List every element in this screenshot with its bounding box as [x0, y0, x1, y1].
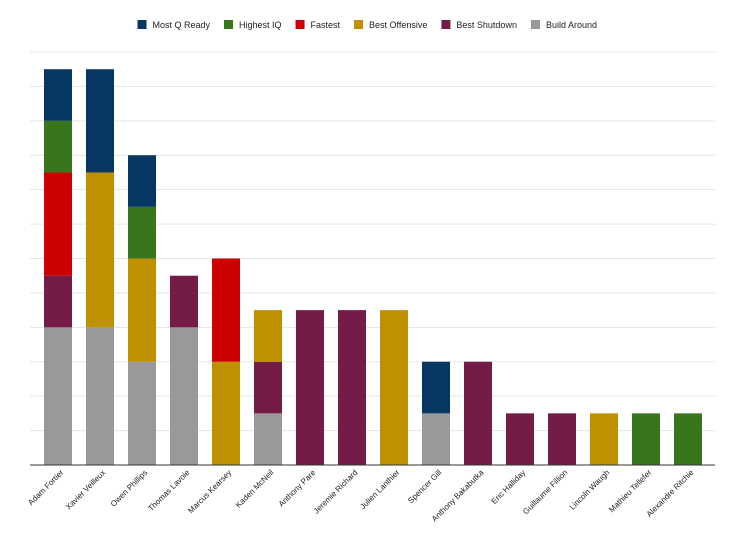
- bar-segment-guillaume-fillion-best-shutdown: [548, 413, 576, 465]
- x-tick-label-julien-lanthier: Julien Lanthier: [358, 468, 401, 511]
- bar-segment-lincoln-waugh-best-offensive: [590, 413, 618, 465]
- x-tick-label-lincoln-waugh: Lincoln Waugh: [568, 468, 612, 512]
- bar-segment-thomas-lavoie-build-around: [170, 327, 198, 465]
- bar-segment-marcus-kearsey-best-offensive: [212, 361, 240, 465]
- x-tick-label-adam-fortier: Adam Fortier: [26, 468, 65, 507]
- legend-swatch-build-around: [530, 20, 540, 29]
- bar-segment-adam-fortier-best-shutdown: [44, 275, 72, 328]
- bar-segment-adam-fortier-most-q-ready: [44, 69, 72, 121]
- bar-segment-mathieu-tellefer-highest-iq: [632, 413, 660, 465]
- x-tick-label-mathieu-tellefer: Mathieu Tellefer: [607, 468, 653, 514]
- x-tick-label-spencer-gill: Spencer Gill: [406, 468, 443, 505]
- bar-segment-adam-fortier-build-around: [44, 327, 72, 465]
- bar-segment-xavier-veilleux-most-q-ready: [86, 69, 114, 173]
- bar-segment-kaden-mcneil-best-shutdown: [254, 361, 282, 414]
- legend-item-build-around: Build Around: [530, 20, 597, 30]
- bars: [44, 69, 702, 465]
- legend-label-most-q-ready: Most Q Ready: [153, 20, 211, 30]
- legend-swatch-most-q-ready: [137, 20, 147, 29]
- x-tick-label-anthony-pare: Anthony Pare: [277, 468, 318, 509]
- legend-label-highest-iq: Highest IQ: [239, 20, 282, 30]
- legend-item-fastest: Fastest: [295, 20, 341, 30]
- x-tick-label-xavier-veilleux: Xavier Veilleux: [64, 468, 107, 511]
- legend-swatch-fastest: [295, 20, 305, 29]
- bar-segment-adam-fortier-highest-iq: [44, 120, 72, 173]
- legend-item-best-offensive: Best Offensive: [354, 20, 427, 30]
- legend-item-most-q-ready: Most Q Ready: [137, 20, 211, 30]
- bar-segment-jeremie-richard-best-shutdown: [338, 310, 366, 465]
- bar-segment-adam-fortier-fastest: [44, 172, 72, 276]
- x-tick-label-kaden-mcneil: Kaden McNeil: [234, 468, 276, 510]
- x-tick-label-marcus-kearsey: Marcus Kearsey: [186, 468, 233, 515]
- bar-segment-spencer-gill-most-q-ready: [422, 361, 450, 414]
- bar-segment-eric-halliday-best-shutdown: [506, 413, 534, 465]
- legend-swatch-best-shutdown: [441, 20, 451, 29]
- bar-segment-anthony-bakabutka-best-shutdown: [464, 361, 492, 465]
- legend-item-highest-iq: Highest IQ: [224, 20, 282, 30]
- bar-segment-xavier-veilleux-build-around: [86, 327, 114, 465]
- bar-segment-spencer-gill-build-around: [422, 413, 450, 465]
- x-tick-label-owen-phillips: Owen Phillips: [109, 468, 150, 509]
- legend-swatch-highest-iq: [224, 20, 234, 29]
- legend-label-best-offensive: Best Offensive: [369, 20, 427, 30]
- legend-item-best-shutdown: Best Shutdown: [441, 20, 517, 30]
- bar-segment-xavier-veilleux-best-offensive: [86, 172, 114, 328]
- bar-segment-julien-lanthier-best-offensive: [380, 310, 408, 465]
- legend: Most Q Ready Highest IQ Fastest Best Offens…: [137, 20, 597, 30]
- legend-swatch-best-offensive: [354, 20, 364, 29]
- x-tick-label-guillaume-fillion: Guillaume Fillion: [521, 468, 569, 516]
- bar-segment-alexandre-ritchie-highest-iq: [674, 413, 702, 465]
- x-tick-label-thomas-lavoie: Thomas Lavoie: [146, 468, 191, 513]
- legend-label-fastest: Fastest: [311, 20, 341, 30]
- bar-segment-kaden-mcneil-build-around: [254, 413, 282, 465]
- bar-segment-owen-phillips-highest-iq: [128, 206, 156, 259]
- bar-segment-owen-phillips-most-q-ready: [128, 155, 156, 207]
- bar-segment-owen-phillips-best-offensive: [128, 258, 156, 362]
- bar-segment-marcus-kearsey-fastest: [212, 258, 240, 362]
- bar-segment-thomas-lavoie-best-shutdown: [170, 275, 198, 328]
- bar-segment-anthony-pare-best-shutdown: [296, 310, 324, 465]
- bar-segment-kaden-mcneil-best-offensive: [254, 310, 282, 362]
- legend-label-best-shutdown: Best Shutdown: [456, 20, 517, 30]
- x-tick-label-eric-halliday: Eric Halliday: [490, 468, 528, 506]
- x-tick-label-jeremie-richard: Jeremie Richard: [312, 468, 360, 516]
- bar-segment-owen-phillips-build-around: [128, 361, 156, 465]
- legend-label-build-around: Build Around: [546, 20, 597, 30]
